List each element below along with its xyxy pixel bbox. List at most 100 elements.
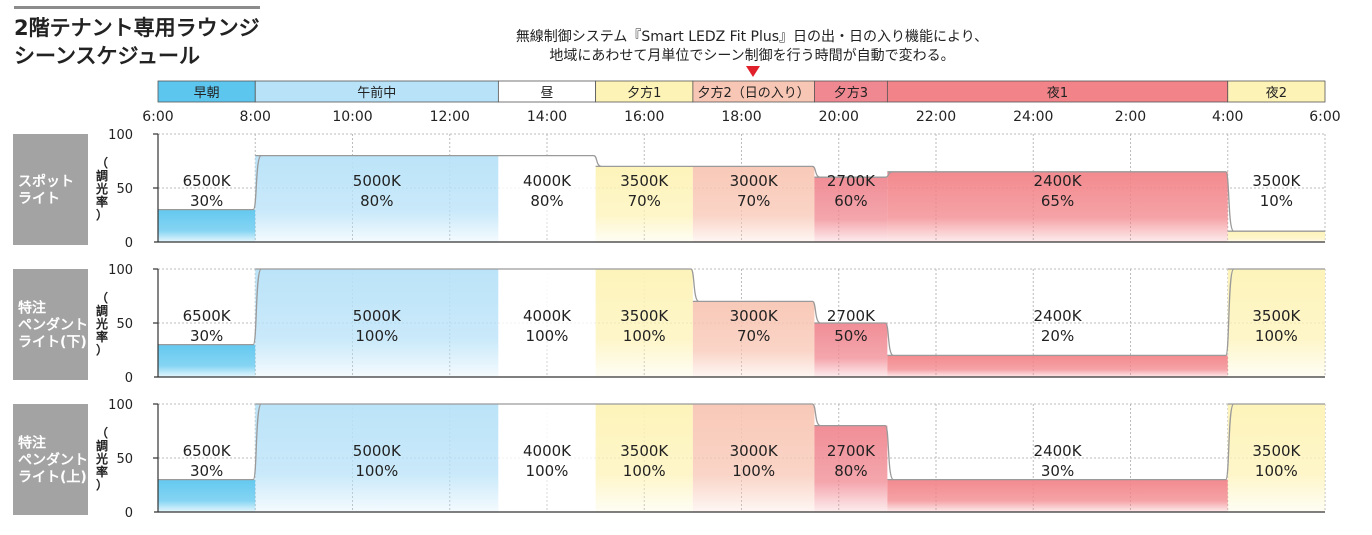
dimming-value-label: 100%: [526, 462, 569, 480]
scene-label: 昼: [540, 86, 553, 101]
y-tick-label: 50: [116, 182, 133, 197]
x-tick-label: 20:00: [819, 109, 859, 125]
scene-fill: [887, 355, 1228, 377]
panels: スポットライト（調光率）1005006500K30%5000K80%4000K8…: [13, 128, 1326, 521]
note-line2: 地域にあわせて月単位でシーン制御を行う時間が自動で変わる。: [549, 47, 954, 64]
scene-fill: [1227, 269, 1325, 377]
color-temp-label: 4000K: [523, 172, 572, 190]
scene-label: 早朝: [194, 86, 220, 101]
dimming-value-label: 80%: [530, 192, 563, 210]
scene-label: 夜1: [1047, 86, 1068, 101]
color-temp-label: 3500K: [620, 307, 669, 325]
dimming-value-label: 70%: [737, 327, 770, 345]
row-label-box: [13, 134, 88, 245]
x-tick-label: 4:00: [1212, 109, 1243, 125]
x-tick-label: 6:00: [142, 109, 173, 125]
scene-fill: [498, 404, 596, 512]
row-label: ライト(下): [18, 335, 87, 351]
scene-fill: [814, 177, 888, 242]
row-label: ペンダント: [18, 317, 88, 334]
dimming-value-label: 100%: [732, 462, 775, 480]
dimming-value-label: 80%: [834, 462, 867, 480]
scene-fill: [158, 209, 256, 242]
dimming-value-label: 100%: [1255, 462, 1298, 480]
color-temp-label: 2700K: [827, 442, 876, 460]
y-tick-label: 0: [125, 236, 133, 251]
dimming-value-label: 50%: [834, 327, 867, 345]
scene-fill: [595, 404, 693, 512]
scene-label: 夜2: [1266, 86, 1287, 101]
scene-fill: [498, 155, 596, 242]
scene-fill: [498, 269, 596, 377]
y-axis-label-char: （: [96, 425, 108, 440]
scene-bar: 早朝 午前中 昼 夕方1 夕方2（日の入り） 夕方3 夜1 夜2: [157, 80, 1326, 103]
y-axis-label-char: 率: [96, 464, 108, 479]
scene-fill: [255, 404, 499, 512]
page-title-line1: 2階テナント専用ラウンジ: [14, 16, 260, 40]
dimming-profile-line: [158, 268, 1325, 357]
row-label: 特注: [18, 435, 46, 452]
color-temp-label: 4000K: [523, 442, 572, 460]
y-axis-label-char: 光: [95, 451, 108, 466]
row-label: ライト(上): [18, 470, 87, 486]
scene-fill: [595, 166, 693, 242]
row-label-box: [13, 404, 88, 515]
dimming-profile-line: [158, 154, 1325, 232]
color-temp-label: 4000K: [523, 307, 572, 325]
color-temp-label: 5000K: [353, 172, 402, 190]
dimming-profile-line: [158, 403, 1325, 481]
x-tick-label: 18:00: [721, 109, 761, 125]
scene-fill: [887, 171, 1228, 242]
title-rule: [14, 6, 260, 9]
color-temp-label: 2700K: [827, 307, 876, 325]
scene-fill: [255, 155, 499, 242]
y-axis-label-char: 率: [96, 329, 108, 344]
scene-fill: [1227, 231, 1325, 242]
page-title-line2: シーンスケジュール: [14, 44, 200, 68]
y-tick-label: 0: [125, 371, 133, 386]
y-axis-label-char: 光: [95, 316, 108, 331]
x-tick-label: 10:00: [332, 109, 372, 125]
x-tick-label: 24:00: [1013, 109, 1053, 125]
dimming-value-label: 100%: [623, 462, 666, 480]
scene-fill: [692, 301, 815, 377]
y-tick-label: 100: [108, 263, 133, 278]
y-axis-label-char: 光: [95, 181, 108, 196]
scene-fill: [595, 269, 693, 377]
color-temp-label: 3500K: [1252, 442, 1301, 460]
color-temp-label: 5000K: [353, 442, 402, 460]
x-tick-label: 2:00: [1115, 109, 1146, 125]
color-temp-label: 2400K: [1034, 307, 1083, 325]
x-tick-label: 12:00: [430, 109, 470, 125]
color-temp-label: 2400K: [1034, 442, 1083, 460]
color-temp-label: 5000K: [353, 307, 402, 325]
color-temp-label: 3000K: [730, 307, 779, 325]
row-label: スポット: [18, 173, 74, 190]
color-temp-label: 3500K: [620, 442, 669, 460]
dimming-value-label: 30%: [190, 462, 223, 480]
color-temp-label: 3000K: [730, 442, 779, 460]
y-tick-label: 50: [116, 452, 133, 467]
color-temp-label: 6500K: [183, 172, 232, 190]
sunset-marker-icon: [746, 66, 760, 77]
dimming-value-label: 30%: [190, 192, 223, 210]
y-axis-label-char: （: [96, 155, 108, 170]
dimming-value-label: 70%: [628, 192, 661, 210]
scene-fill: [255, 269, 499, 377]
dimming-value-label: 100%: [355, 327, 398, 345]
dimming-value-label: 100%: [355, 462, 398, 480]
dimming-value-label: 100%: [623, 327, 666, 345]
dimming-value-label: 80%: [360, 192, 393, 210]
row-label: ライト: [18, 191, 60, 207]
dimming-value-label: 20%: [1041, 327, 1074, 345]
x-tick-label: 6:00: [1309, 109, 1340, 125]
scene-label: 午前中: [357, 85, 396, 101]
x-tick-label: 16:00: [624, 109, 664, 125]
y-tick-label: 0: [125, 506, 133, 521]
y-tick-label: 100: [108, 398, 133, 413]
scene-fill: [1227, 404, 1325, 512]
